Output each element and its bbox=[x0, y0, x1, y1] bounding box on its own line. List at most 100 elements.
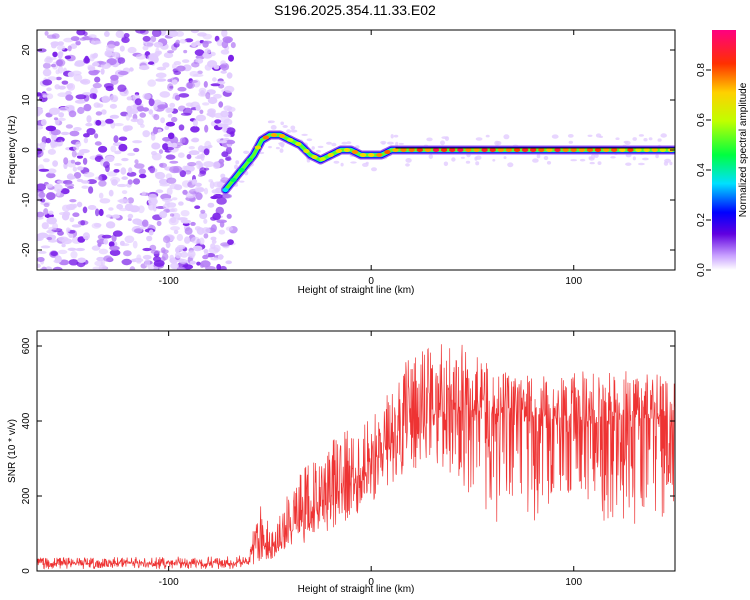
noise-speckle bbox=[75, 40, 81, 46]
noise-speckle bbox=[88, 186, 94, 194]
noise-speckle bbox=[42, 62, 51, 69]
noise-speckle bbox=[179, 39, 187, 44]
noise-speckle bbox=[197, 173, 204, 177]
noise-speckle bbox=[169, 166, 180, 174]
noise-speckle bbox=[129, 266, 136, 270]
noise-speckle bbox=[48, 107, 60, 116]
noise-speckle bbox=[105, 214, 112, 218]
noise-speckle bbox=[83, 57, 91, 64]
noise-speckle bbox=[199, 109, 204, 115]
noise-speckle bbox=[130, 118, 139, 123]
noise-speckle bbox=[58, 112, 65, 118]
noise-speckle bbox=[132, 140, 143, 144]
halo-speckle bbox=[568, 140, 573, 144]
noise-speckle bbox=[198, 87, 207, 94]
noise-speckle bbox=[58, 236, 69, 242]
noise-speckle bbox=[68, 259, 79, 266]
ridge-point bbox=[424, 148, 432, 152]
noise-speckle bbox=[178, 201, 184, 206]
noise-speckle bbox=[77, 152, 85, 156]
noise-speckle bbox=[87, 66, 96, 71]
halo-speckle bbox=[664, 158, 672, 163]
noise-speckle bbox=[142, 45, 149, 51]
noise-speckle bbox=[62, 211, 71, 217]
snr-ytick-label: 200 bbox=[21, 487, 32, 504]
noise-speckle bbox=[138, 65, 150, 71]
noise-speckle bbox=[164, 201, 171, 206]
noise-speckle bbox=[91, 40, 96, 45]
noise-speckle bbox=[82, 157, 88, 165]
noise-speckle bbox=[94, 260, 104, 267]
noise-speckle bbox=[94, 76, 101, 83]
noise-speckle bbox=[62, 204, 71, 212]
noise-speckle bbox=[214, 119, 222, 124]
noise-speckle bbox=[203, 218, 208, 224]
noise-speckle bbox=[46, 236, 53, 241]
spectrogram-content bbox=[37, 30, 675, 270]
noise-speckle bbox=[147, 53, 158, 62]
noise-speckle bbox=[72, 212, 80, 217]
halo-speckle bbox=[590, 154, 596, 160]
noise-speckle bbox=[134, 98, 142, 106]
noise-speckle bbox=[178, 124, 185, 131]
noise-speckle bbox=[155, 72, 167, 79]
noise-speckle bbox=[195, 114, 207, 122]
noise-speckle bbox=[109, 249, 121, 256]
noise-speckle bbox=[77, 166, 84, 171]
noise-speckle bbox=[112, 214, 121, 219]
noise-speckle bbox=[80, 220, 86, 226]
noise-speckle bbox=[89, 93, 97, 99]
noise-speckle bbox=[121, 258, 132, 266]
noise-speckle bbox=[129, 67, 134, 72]
noise-speckle bbox=[204, 48, 211, 54]
halo-speckle bbox=[475, 161, 480, 166]
noise-speckle bbox=[159, 211, 168, 219]
ridge-point bbox=[222, 188, 229, 192]
noise-speckle bbox=[42, 68, 52, 77]
noise-speckle bbox=[174, 94, 181, 101]
noise-speckle bbox=[47, 76, 57, 81]
noise-speckle bbox=[101, 109, 107, 115]
noise-speckle bbox=[115, 30, 125, 38]
noise-speckle bbox=[160, 256, 166, 262]
noise-speckle bbox=[117, 84, 127, 92]
ridge-point bbox=[376, 153, 383, 157]
noise-speckle bbox=[184, 236, 191, 244]
noise-speckle bbox=[171, 116, 178, 123]
noise-speckle bbox=[159, 162, 168, 168]
noise-speckle bbox=[170, 262, 179, 270]
noise-speckle bbox=[108, 241, 115, 248]
noise-speckle bbox=[183, 49, 188, 54]
noise-speckle bbox=[37, 147, 42, 155]
colorbar-tick-label: 0.4 bbox=[696, 163, 707, 177]
halo-speckle bbox=[371, 167, 377, 172]
halo-speckle bbox=[395, 141, 399, 147]
noise-speckle bbox=[176, 233, 184, 242]
spectrogram-ytick-label: 20 bbox=[21, 44, 32, 56]
ridge-point bbox=[643, 148, 650, 152]
noise-speckle bbox=[71, 150, 77, 158]
noise-speckle bbox=[219, 265, 227, 270]
noise-speckle bbox=[141, 191, 146, 196]
halo-speckle bbox=[390, 134, 394, 139]
colorbar-ticks: 0.0 0.2 0.4 0.6 0.8 bbox=[696, 63, 711, 277]
noise-speckle bbox=[98, 248, 109, 255]
noise-speckle bbox=[113, 135, 119, 143]
noise-speckle bbox=[105, 221, 116, 229]
halo-speckle bbox=[428, 154, 433, 160]
halo-speckle bbox=[279, 148, 284, 153]
noise-speckle bbox=[148, 109, 154, 115]
halo-speckle bbox=[567, 134, 574, 138]
noise-speckle bbox=[157, 104, 169, 109]
noise-speckle bbox=[134, 163, 145, 169]
noise-speckle bbox=[82, 206, 88, 214]
noise-speckle bbox=[98, 145, 108, 153]
noise-speckle bbox=[136, 254, 142, 261]
noise-speckle bbox=[187, 250, 196, 258]
noise-speckle bbox=[175, 39, 181, 45]
noise-speckle bbox=[206, 112, 213, 117]
noise-speckle bbox=[74, 61, 85, 67]
noise-speckle bbox=[86, 179, 97, 185]
noise-speckle bbox=[137, 105, 145, 112]
noise-speckle bbox=[169, 213, 175, 217]
